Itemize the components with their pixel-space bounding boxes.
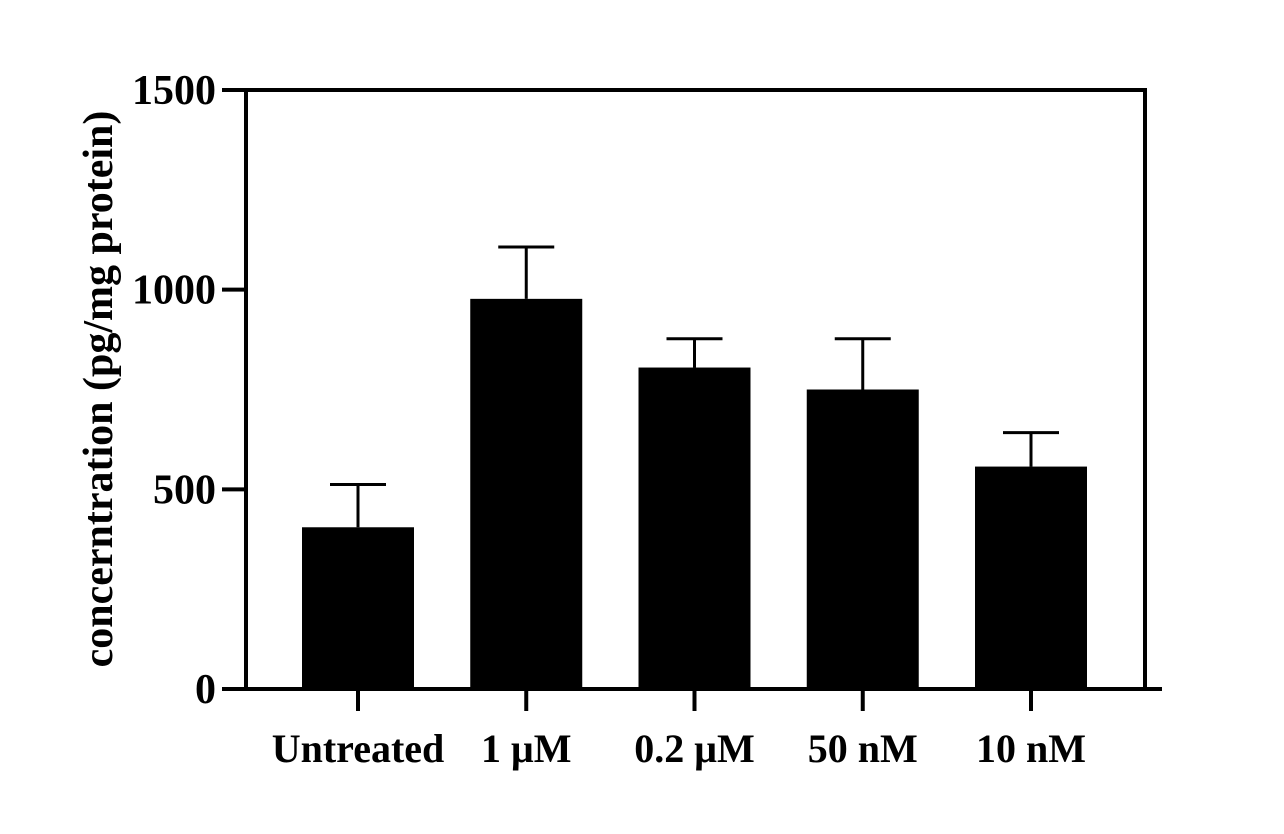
bar <box>302 527 414 689</box>
y-tick-label: 1000 <box>132 268 216 314</box>
y-tick-label: 1500 <box>132 68 216 114</box>
x-tick-label: 1 μM <box>481 726 571 771</box>
bar <box>806 389 919 689</box>
x-tick-label: Untreated <box>272 726 445 771</box>
x-tick-label: 0.2 μM <box>634 726 754 771</box>
x-tick-label: 10 nM <box>976 726 1086 771</box>
y-axis-label: concerntration (pg/mg protein) <box>76 111 122 668</box>
bar <box>638 367 751 689</box>
y-tick-label: 0 <box>195 667 216 713</box>
x-tick-label: 50 nM <box>808 726 918 771</box>
y-tick-label: 500 <box>153 467 216 513</box>
bar <box>975 466 1087 689</box>
bar <box>470 298 583 689</box>
